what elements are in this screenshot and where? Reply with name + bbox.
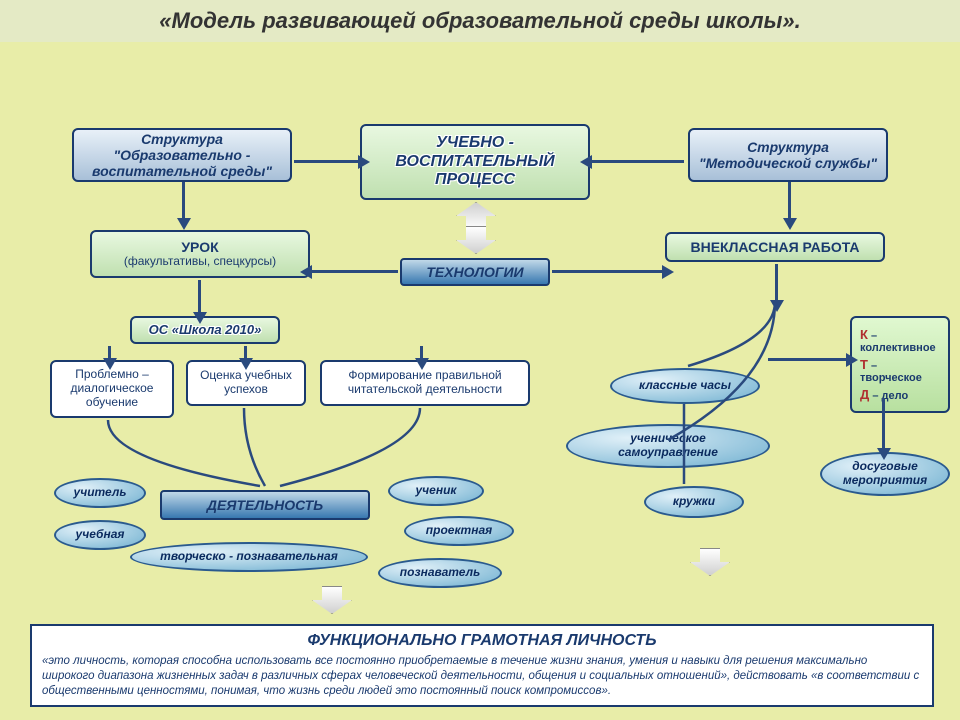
edge-10	[420, 346, 423, 358]
footer-text: «это личность, которая способна использо…	[42, 654, 922, 699]
node-leisure: досуговыемероприятия	[820, 452, 950, 496]
node-classHours: классные часы	[610, 368, 760, 404]
edge-9	[244, 346, 247, 358]
footer-title: ФУНКЦИОНАЛЬНО ГРАМОТНАЯ ЛИЧНОСТЬ	[42, 632, 922, 650]
node-activity: ДЕЯТЕЛЬНОСТЬ	[160, 490, 370, 520]
block-arrow-1	[456, 226, 496, 254]
node-forming: Формирование правильнойчитательской деят…	[320, 360, 530, 406]
node-process: УЧЕБНО -ВОСПИТАТЕЛЬНЫЙПРОЦЕСС	[360, 124, 590, 200]
node-structEnv: Структура "Образовательно -воспитательно…	[72, 128, 292, 182]
node-tech: ТЕХНОЛОГИИ	[400, 258, 550, 286]
node-extra: ВНЕКЛАССНАЯ РАБОТА	[665, 232, 885, 262]
ktd-box: К – коллективноеТ – творческоеД – дело	[850, 316, 950, 413]
edge-head-7	[770, 300, 784, 312]
node-problem: Проблемно –диалогическоеобучение	[50, 360, 174, 418]
edge-5	[552, 270, 662, 273]
edge-3	[592, 160, 684, 163]
edge-head-1	[783, 218, 797, 230]
node-circles: кружки	[644, 486, 744, 518]
node-school2010: ОС «Школа 2010»	[130, 316, 280, 344]
edge-7	[775, 264, 778, 300]
node-project: проектная	[404, 516, 514, 546]
node-structMethod: Структура"Методической службы"	[688, 128, 888, 182]
node-selfGov: ученическоесамоуправление	[566, 424, 770, 468]
edge-12	[768, 358, 846, 361]
footer-box: ФУНКЦИОНАЛЬНО ГРАМОТНАЯ ЛИЧНОСТЬ «это лич…	[30, 624, 934, 707]
edge-1	[788, 182, 791, 218]
node-assess: Оценка учебныхуспехов	[186, 360, 306, 406]
edge-4	[312, 270, 398, 273]
edge-head-5	[662, 265, 674, 279]
node-student: ученик	[388, 476, 484, 506]
node-cognizer: познаватель	[378, 558, 502, 588]
block-arrow-3	[690, 548, 730, 576]
edge-head-0	[177, 218, 191, 230]
node-lesson: УРОК(факультативы, спецкурсы)	[90, 230, 310, 278]
node-teacher: учитель	[54, 478, 146, 508]
edge-8	[108, 346, 111, 358]
node-study: учебная	[54, 520, 146, 550]
edge-2	[294, 160, 358, 163]
edge-6	[198, 280, 201, 312]
block-arrow-2	[312, 586, 352, 614]
edge-0	[182, 182, 185, 218]
page-title: «Модель развивающей образовательной сред…	[0, 0, 960, 42]
block-arrow-0	[456, 202, 496, 230]
edge-11	[882, 398, 885, 448]
node-creative: творческо - познавательная	[130, 542, 368, 572]
